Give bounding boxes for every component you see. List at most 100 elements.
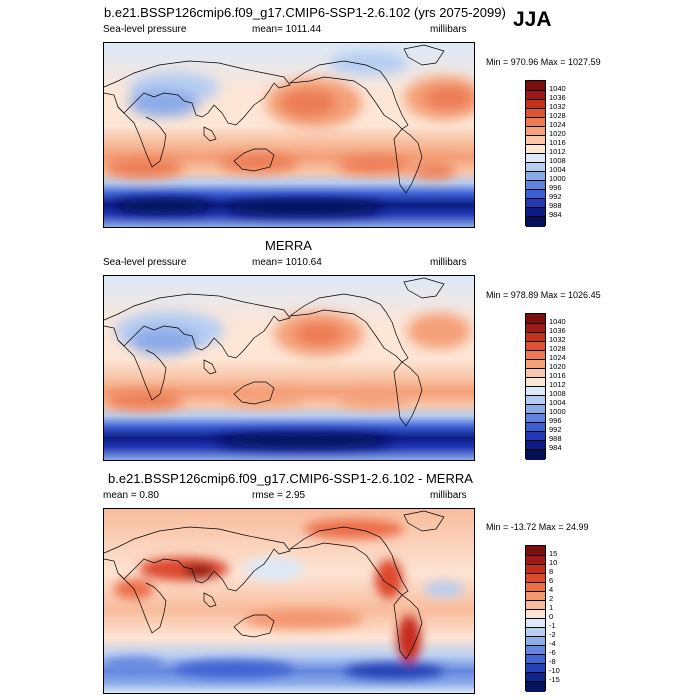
colorbar-swatch	[526, 162, 545, 173]
colorbar-swatch	[526, 323, 545, 334]
colorbar-tick-label: 1004	[549, 165, 566, 174]
panel3-title: b.e21.BSSP126cmip6.f09_g17.CMIP6-SSP1-2.…	[108, 471, 473, 486]
colorbar-tick-label: 992	[549, 425, 562, 434]
panel2-colorbar	[525, 313, 546, 460]
panel2-map	[103, 275, 475, 461]
colorbar-tick-label: 1004	[549, 398, 566, 407]
colorbar-swatch	[526, 609, 545, 620]
colorbar-swatch	[526, 332, 545, 343]
colorbar-tick-label: 1032	[549, 335, 566, 344]
panel3-mean-label: mean = 0.80	[103, 490, 159, 501]
colorbar-swatch	[526, 555, 545, 566]
colorbar-tick-label: -10	[549, 666, 560, 675]
colorbar-tick-label: 988	[549, 201, 562, 210]
colorbar-swatch	[526, 359, 545, 370]
colorbar-swatch	[526, 126, 545, 137]
colorbar-swatch	[526, 108, 545, 119]
colorbar-swatch	[526, 180, 545, 191]
colorbar-tick-label: 1040	[549, 84, 566, 93]
panel1-variable-label: Sea-level pressure	[103, 24, 187, 35]
panel3-map	[103, 508, 475, 694]
colorbar-tick-label: 1036	[549, 326, 566, 335]
colorbar-tick-label: 996	[549, 183, 562, 192]
colorbar-tick-label: 15	[549, 549, 558, 558]
colorbar-tick-label: 1024	[549, 353, 566, 362]
colorbar-swatch	[526, 591, 545, 602]
colorbar-swatch	[526, 404, 545, 415]
colorbar-swatch	[526, 573, 545, 584]
panel3-minmax-label: Min = -13.72 Max = 24.99	[486, 522, 589, 532]
colorbar-tick-label: 1020	[549, 129, 566, 138]
colorbar-tick-label: 1028	[549, 344, 566, 353]
colorbar-swatch	[526, 189, 545, 200]
panel3-colorbar-labels: 15 10 8 6 4 2 1 0 -1 -2 -4 -6 -8 -10 -15	[549, 545, 589, 689]
colorbar-tick-label: 1028	[549, 111, 566, 120]
colorbar-tick-label: 1008	[549, 389, 566, 398]
panel2-mean-label: mean= 1010.64	[252, 257, 322, 268]
colorbar-tick-label: 10	[549, 558, 558, 567]
colorbar-tick-label: 1	[549, 603, 554, 612]
colorbar-tick-label: 1032	[549, 102, 566, 111]
colorbar-swatch	[526, 368, 545, 379]
colorbar-tick-label: 1008	[549, 156, 566, 165]
colorbar-tick-label: 1040	[549, 317, 566, 326]
panel3-rmse-label: rmse = 2.95	[252, 490, 306, 501]
panel2-field	[104, 276, 474, 460]
colorbar-tick-label: -15	[549, 675, 560, 684]
colorbar-swatch	[526, 449, 545, 460]
colorbar-tick-label: 984	[549, 443, 562, 452]
colorbar-tick-label: 1016	[549, 138, 566, 147]
panel1-map	[103, 42, 475, 228]
panel2-variable-label: Sea-level pressure	[103, 257, 187, 268]
colorbar-swatch	[526, 216, 545, 227]
panel1-title: b.e21.BSSP126cmip6.f09_g17.CMIP6-SSP1-2.…	[104, 5, 506, 20]
panel2-colorbar-labels: 1040 1036 1032 1028 1024 1020 1016 1012 1008 1004…	[549, 313, 589, 457]
colorbar-tick-label: -8	[549, 657, 556, 666]
colorbar-swatch	[526, 681, 545, 692]
panel1-minmax-label: Min = 970.96 Max = 1027.59	[486, 57, 601, 67]
colorbar-swatch	[526, 582, 545, 593]
colorbar-swatch	[526, 135, 545, 146]
colorbar-swatch	[526, 386, 545, 397]
colorbar-swatch	[526, 395, 545, 406]
colorbar-swatch	[526, 564, 545, 575]
colorbar-swatch	[526, 350, 545, 361]
colorbar-tick-label: -4	[549, 639, 556, 648]
colorbar-swatch	[526, 314, 545, 324]
colorbar-tick-label: -1	[549, 621, 556, 630]
colorbar-tick-label: 988	[549, 434, 562, 443]
panel1-units-label: millibars	[430, 24, 467, 35]
colorbar-tick-label: 1000	[549, 407, 566, 416]
colorbar-swatch	[526, 654, 545, 665]
colorbar-swatch	[526, 440, 545, 451]
colorbar-tick-label: 1000	[549, 174, 566, 183]
colorbar-tick-label: 6	[549, 576, 554, 585]
colorbar-swatch	[526, 645, 545, 656]
colorbar-tick-label: 984	[549, 210, 562, 219]
panel3-field	[104, 509, 474, 693]
colorbar-swatch	[526, 90, 545, 101]
colorbar-tick-label: -2	[549, 630, 556, 639]
colorbar-tick-label: 8	[549, 567, 554, 576]
colorbar-tick-label: 2	[549, 594, 554, 603]
colorbar-swatch	[526, 81, 545, 91]
colorbar-swatch	[526, 431, 545, 442]
panel1-colorbar-labels: 1040 1036 1032 1028 1024 1020 1016 1012 1008 1004…	[549, 80, 589, 224]
panel1-colorbar	[525, 80, 546, 227]
colorbar-swatch	[526, 422, 545, 433]
colorbar-tick-label: -6	[549, 648, 556, 657]
colorbar-swatch	[526, 618, 545, 629]
panel3-coastlines	[104, 510, 445, 660]
colorbar-swatch	[526, 627, 545, 638]
panel2-title: MERRA	[265, 238, 312, 253]
colorbar-swatch	[526, 153, 545, 164]
colorbar-swatch	[526, 600, 545, 611]
colorbar-swatch	[526, 198, 545, 209]
colorbar-swatch	[526, 171, 545, 182]
colorbar-swatch	[526, 341, 545, 352]
panel2-minmax-label: Min = 978.89 Max = 1026.45	[486, 290, 601, 300]
colorbar-swatch	[526, 144, 545, 155]
colorbar-swatch	[526, 99, 545, 110]
panel2-coastlines	[104, 277, 445, 427]
colorbar-swatch	[526, 636, 545, 647]
